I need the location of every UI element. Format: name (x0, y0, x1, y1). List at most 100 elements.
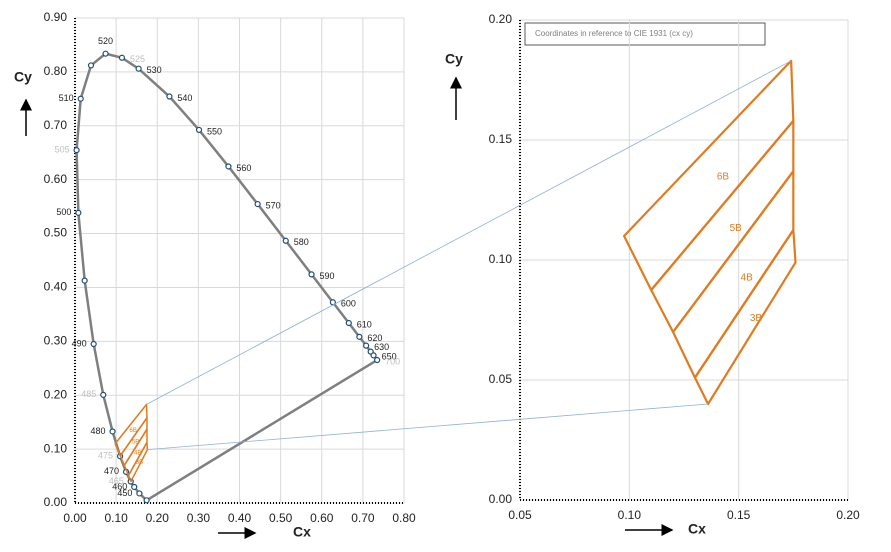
wavelength-label: 590 (320, 271, 335, 281)
locus-point (90, 340, 97, 348)
locus-point (282, 237, 289, 244)
locus-point (225, 163, 232, 170)
locus-point (143, 497, 150, 504)
wavelength-label: 650 (382, 352, 397, 362)
locus-point (102, 50, 109, 57)
region (693, 228, 797, 406)
region-label: 5B (132, 440, 139, 446)
locus-point (73, 147, 80, 154)
x-tick-label: 0.20 (146, 511, 170, 525)
locus-point (118, 54, 126, 61)
y-tick-label: 0.60 (44, 172, 68, 186)
locus-point (195, 126, 203, 134)
wavelength-label: 560 (236, 163, 251, 173)
wavelength-label: 610 (357, 319, 372, 329)
region-label: 5B (730, 223, 743, 234)
y-axis-label: Cy (14, 69, 32, 85)
x-tick-label: 0.60 (310, 511, 334, 525)
x-tick-label: 0.70 (351, 511, 375, 525)
wavelength-label: 620 (367, 333, 382, 343)
region-label: 3B (750, 313, 763, 324)
region-label: 6B (130, 428, 137, 434)
locus-point (81, 277, 88, 284)
y-tick-label: 0.30 (44, 334, 68, 348)
y-tick-label: 0.20 (44, 387, 68, 401)
wavelength-label: 450 (117, 488, 132, 498)
locus-point (308, 271, 315, 278)
wavelength-label: 480 (91, 426, 106, 436)
wavelength-label: 540 (177, 93, 192, 103)
x-axis-label: Cx (688, 521, 706, 537)
x-tick-label: 0.10 (104, 511, 128, 525)
x-tick-label: 0.05 (508, 508, 532, 522)
region (622, 59, 795, 292)
region-label: 4B (741, 272, 754, 283)
locus-point (135, 65, 142, 72)
link-line (146, 60, 792, 405)
wavelength-label: 530 (147, 65, 162, 75)
y-tick-label: 0.00 (489, 492, 513, 506)
y-tick-label: 0.10 (489, 252, 513, 266)
locus-point (345, 319, 352, 327)
wavelength-label: 550 (207, 126, 222, 136)
annotation: Coordinates in reference to CIE 1931 (cx… (535, 29, 693, 38)
y-axis-label: Cy (445, 51, 463, 67)
wavelength-label: 580 (294, 237, 309, 247)
x-tick-label: 0.30 (187, 511, 211, 525)
purple-line (145, 358, 378, 502)
locus-point (363, 342, 370, 349)
wavelength-label: 485 (81, 389, 96, 399)
x-tick-label: 0.40 (228, 511, 252, 525)
y-tick-label: 0.15 (489, 132, 513, 146)
wavelength-label: 600 (341, 299, 356, 309)
y-tick-label: 0.80 (44, 64, 68, 78)
wavelength-label: 700 (385, 356, 400, 366)
locus-point (370, 352, 377, 359)
x-tick-label: 0.20 (836, 508, 860, 522)
y-tick-label: 0.00 (44, 495, 68, 509)
y-tick-label: 0.70 (44, 118, 68, 132)
locus-point (356, 333, 363, 340)
annotation-box (524, 22, 766, 46)
region-label: 4B (134, 451, 141, 457)
locus-point (77, 95, 84, 102)
x-tick-label: 0.00 (63, 511, 87, 525)
x-tick-label: 0.50 (269, 511, 293, 525)
wavelength-label: 470 (104, 466, 119, 476)
x-tick-label: 0.80 (392, 511, 416, 525)
y-tick-label: 0.40 (44, 280, 68, 294)
y-tick-label: 0.50 (44, 226, 68, 240)
locus-point (100, 391, 107, 398)
locus-point (75, 209, 82, 216)
link-line (147, 403, 709, 451)
locus-point (166, 93, 173, 100)
x-axis-label: Cx (293, 524, 311, 540)
locus-point (87, 62, 95, 69)
x-tick-label: 0.15 (727, 508, 751, 522)
region-label: 3B (136, 460, 143, 466)
locus-point (136, 490, 143, 497)
wavelength-label: 505 (55, 145, 70, 155)
wavelength-label: 465 (109, 476, 124, 486)
wavelength-label: 490 (72, 338, 87, 348)
wavelength-label: 475 (98, 451, 113, 461)
wavelength-label: 500 (56, 207, 71, 217)
locus-point (109, 428, 116, 435)
region (671, 170, 795, 379)
locus-point (254, 200, 261, 208)
locus-point (131, 483, 138, 491)
wavelength-label: 520 (98, 36, 113, 46)
x-tick-label: 0.10 (618, 508, 642, 522)
y-tick-label: 0.10 (44, 441, 68, 455)
y-tick-label: 0.20 (489, 12, 513, 26)
wavelength-label: 460 (112, 481, 127, 491)
wavelength-label: 525 (130, 54, 145, 64)
wavelength-label: 570 (266, 200, 281, 210)
wavelength-label: 630 (374, 342, 389, 352)
wavelength-label: 510 (59, 93, 74, 103)
y-tick-label: 0.90 (44, 10, 68, 24)
locus-point (374, 356, 381, 364)
y-tick-label: 0.05 (489, 372, 513, 386)
region-label: 6B (717, 172, 730, 183)
